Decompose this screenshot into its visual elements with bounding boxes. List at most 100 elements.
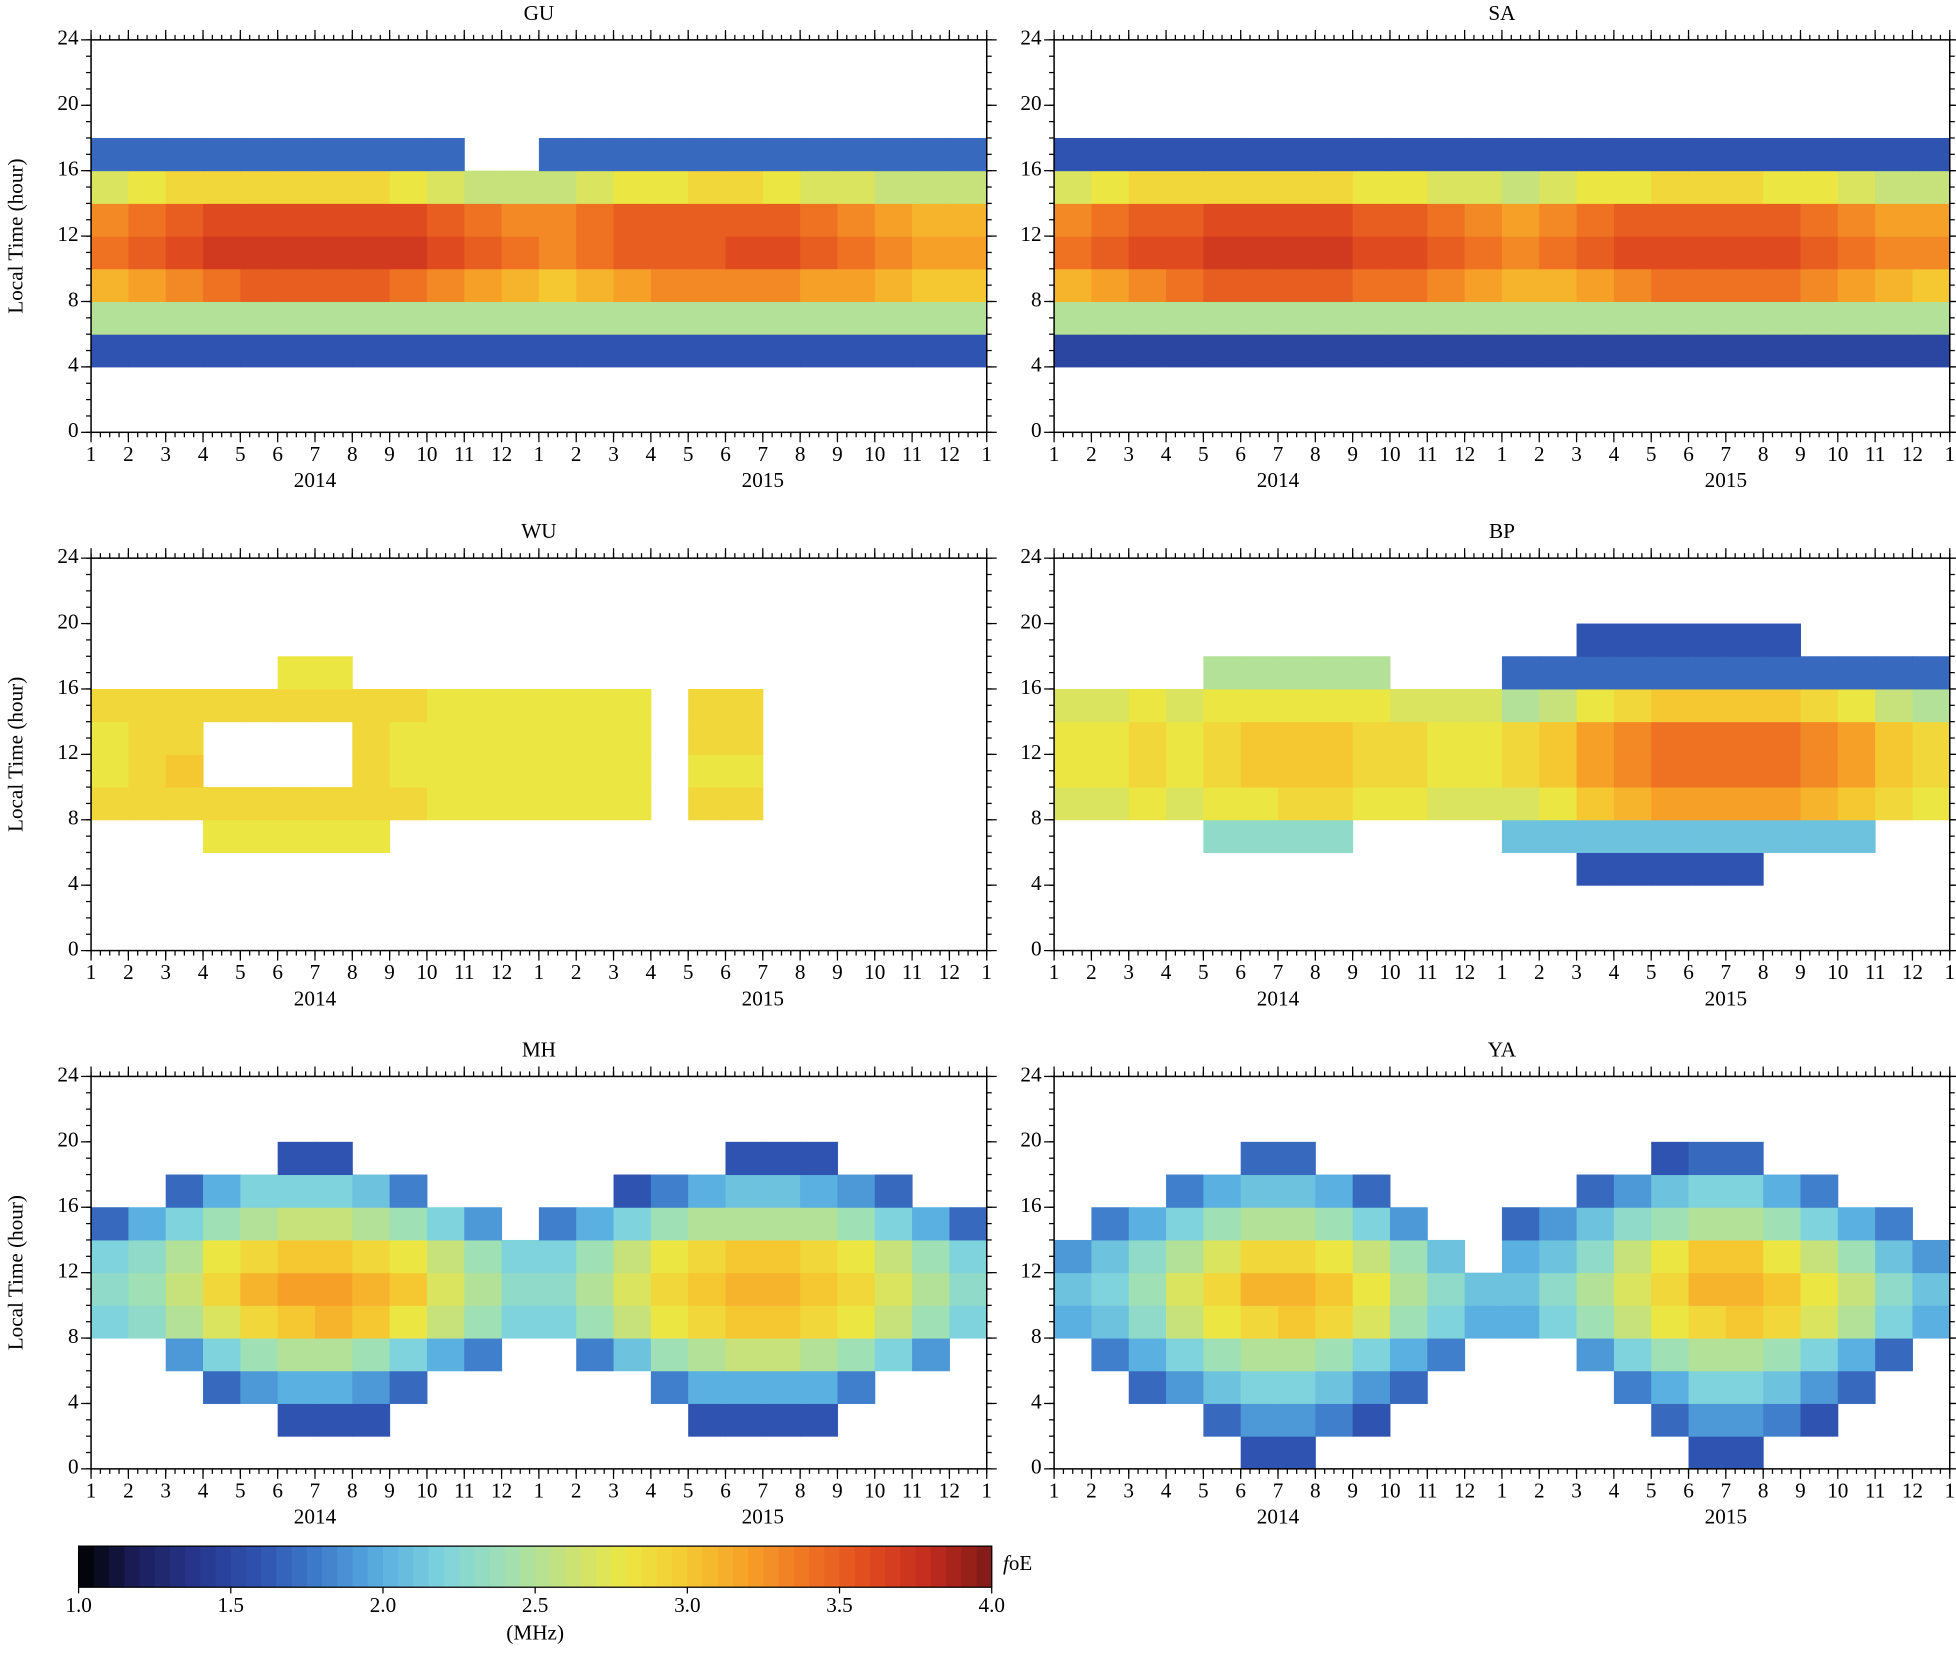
heat-cell [1054,688,1092,723]
heat-cell [1315,170,1354,204]
heat-cell [576,1338,615,1372]
colorbar: 1.0 1.5 2.0 2.5 3.0 3.5 4.0 (MHz) [65,1545,1005,1644]
heat-cell [1688,819,1727,853]
heat-cell [1427,754,1466,788]
y-tick-label: 16 [57,157,78,181]
heat-cell [464,1239,503,1274]
heat-cell [1912,721,1951,755]
x-tick-label: 10 [1827,1478,1848,1502]
heat-cell [501,688,540,723]
heat-cell [800,1174,838,1208]
x-tick-label: 12 [939,442,960,466]
heat-cell [576,688,615,723]
heat-cell [613,268,652,302]
heat-cell [1875,203,1913,237]
heat-cell [1651,1141,1690,1176]
heat-cell [1166,301,1204,335]
heat-cell [613,301,652,335]
heat-cell [1166,236,1204,270]
heat-cell [1651,170,1690,204]
heat-cell [389,203,428,237]
heat-cell [1128,754,1167,788]
heat-cell [800,1305,838,1339]
heat-cell [1539,1239,1578,1274]
heat-cell [538,1207,577,1241]
heat-cell [1800,1403,1839,1437]
heat-cell [1091,137,1130,172]
heat-cell [128,334,167,368]
heat-cell [1464,203,1503,237]
heat-cell [464,1338,503,1372]
heat-cell [1278,1370,1316,1404]
heat-cell [1837,819,1876,853]
heat-cell [1875,754,1913,788]
heat-cell [1054,787,1092,821]
heat-cell [314,656,353,690]
heat-cell [1240,721,1279,755]
heat-cell [1539,203,1578,237]
x-tick-label: 11 [1865,442,1885,466]
heat-cell [128,688,167,723]
heat-cell [1315,656,1354,690]
heat-cell [1725,236,1764,270]
heat-cell [389,236,428,270]
heat-cell [389,301,428,335]
heat-cell [1464,334,1503,368]
heat-cell [650,170,689,204]
x-tick-label: 10 [416,960,437,984]
x-tick-label: 3 [1123,442,1134,466]
heat-cell [1725,203,1764,237]
heat-cell [91,787,129,821]
heat-cell [1389,1338,1428,1372]
heat-cell [576,1207,615,1241]
heat-cell [1054,137,1092,172]
x-tick-label: 7 [1273,1478,1284,1502]
heat-cell [688,721,726,755]
heat-cell [688,754,726,788]
heat-cell [1725,1338,1764,1372]
heat-cell [725,1207,764,1241]
heat-cell [688,1338,726,1372]
heat-cell [1128,268,1167,302]
x-tick-label: 1 [534,960,545,984]
heat-cell [128,721,167,755]
x-tick-label: 5 [1646,1478,1657,1502]
heat-cell [1688,1272,1727,1306]
heat-cell [1315,301,1354,335]
heat-cell [277,137,316,172]
heat-cell [1875,1239,1913,1274]
heat-cell [1725,852,1764,886]
heat-cell [538,688,577,723]
colorbar-step [885,1546,901,1588]
heat-cell [1054,203,1092,237]
heat-cell [1763,819,1801,853]
heat-cell [464,1207,503,1241]
colorbar-step [109,1546,125,1588]
colorbar-step [93,1546,110,1588]
x-tick-label: 9 [1795,442,1806,466]
heat-cell [1389,203,1428,237]
heat-cell [1800,1272,1839,1306]
heat-cell [1763,170,1801,204]
heat-cell [277,301,316,335]
heat-cell [314,236,353,270]
heat-cell [426,1305,465,1339]
x-tick-label: 3 [1571,1478,1582,1502]
heat-cell [91,301,129,335]
heat-cell [613,721,652,755]
heat-cell [203,1338,241,1372]
heat-cell [762,203,801,237]
heat-cell [762,301,801,335]
heat-cell [1352,203,1391,237]
heat-cell [1054,268,1092,302]
colorbar-step [946,1546,962,1588]
heat-cell [1800,1207,1839,1241]
heat-cell [165,1207,204,1241]
x-tick-label: 5 [1198,442,1209,466]
heat-cell [613,137,652,172]
heat-cell [1875,688,1913,723]
heat-cell [1763,787,1801,821]
heat-cell [725,301,764,335]
heat-cell [800,268,838,302]
